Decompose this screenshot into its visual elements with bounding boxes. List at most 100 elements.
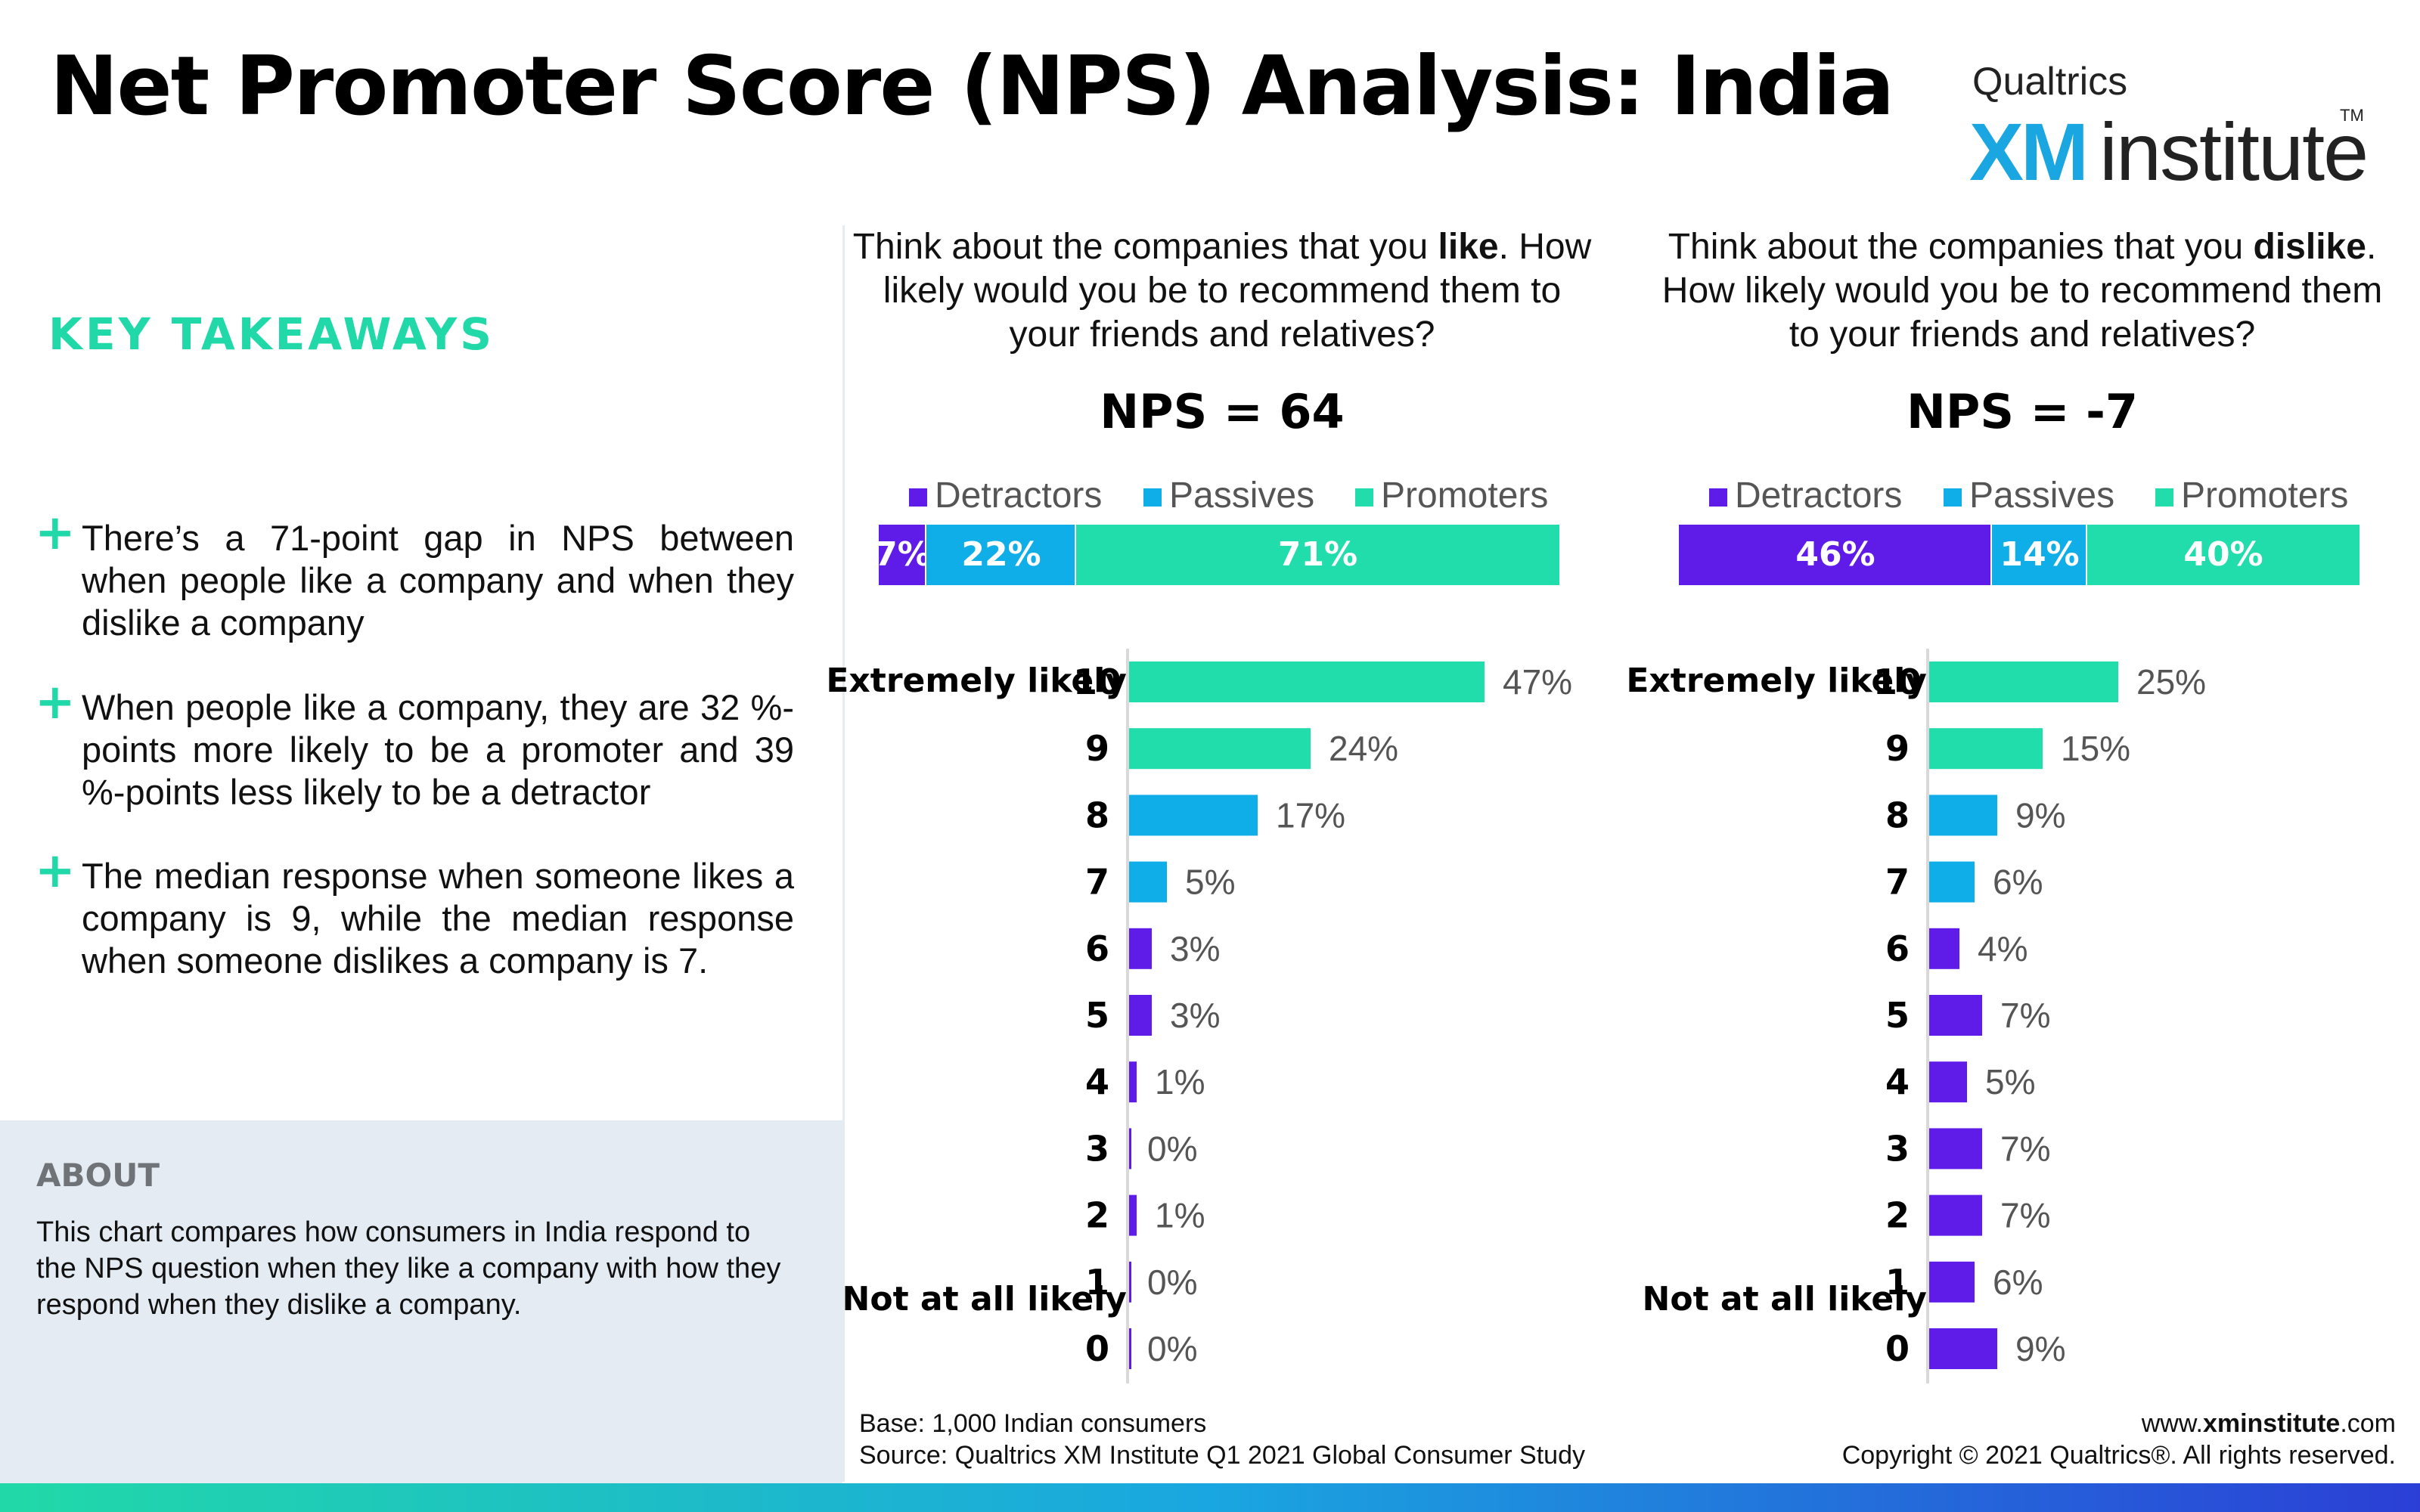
about-heading: ABOUT [36,1157,160,1194]
category-label-score-8: 8 [1085,795,1109,835]
legend-item-promoters: Promoters [1355,475,1548,516]
footer-url-post: .com [2340,1409,2396,1438]
bar-score-10 [1129,662,1485,702]
bar-score-1 [1129,1261,1131,1303]
value-label-score-0: 0% [1147,1329,1197,1368]
summary-label-passives: 14% [2000,535,2079,574]
category-label-score-3: 3 [1885,1128,1910,1169]
category-label-score-4: 4 [1885,1061,1910,1102]
category-label-score-6: 6 [1085,928,1109,969]
footer-url[interactable]: www.xminstitute.com [1842,1408,2396,1439]
value-label-score-0: 9% [2015,1329,2065,1368]
legend-item-passives: Passives [1143,475,1314,516]
summary-label-detractors: 46% [1795,535,1875,574]
bar-score-8 [1929,795,1997,836]
bar-score-9 [1929,728,2043,770]
logo-xm: XM [1969,106,2089,197]
bar-score-7 [1929,861,1975,903]
bar-score-8 [1129,795,1258,836]
category-label-score-1: 1 [1885,1262,1910,1303]
value-label-score-5: 7% [2000,996,2050,1035]
bar-score-3 [1929,1128,1982,1170]
legend-swatch [1355,488,1373,507]
question-emphasis: dislike [2253,227,2366,267]
takeaway-item: + There’s a 71-point gap in NPS between … [30,505,794,644]
summary-segment-promoters [2087,525,2360,585]
legend-label: Promoters [2181,476,2349,516]
category-label-score-3: 3 [1085,1128,1109,1169]
value-label-score-3: 7% [2000,1129,2050,1168]
category-label-score-10: 10 [1873,662,1922,702]
value-label-score-8: 9% [2015,795,2065,835]
bar-score-2 [1129,1194,1137,1236]
summary-label-promoters: 40% [2183,535,2263,574]
legend-item-passives: Passives [1944,475,2114,516]
about-text: This chart compares how consumers in Ind… [36,1216,781,1321]
scale-label-top: Extremely likely [826,662,1127,700]
bar-score-4 [1929,1061,1967,1103]
page-title: Net Promoter Score (NPS) Analysis: India [50,39,1894,134]
value-label-score-1: 6% [1993,1263,2043,1302]
legend-label: Passives [1169,476,1315,516]
category-label-score-7: 7 [1885,862,1910,903]
value-label-score-4: 5% [1985,1062,2035,1101]
bottom-gradient-bar [0,1483,2420,1512]
summary-label-promoters: 71% [1278,535,1357,574]
plus-icon: + [35,843,76,899]
bar-score-1 [1929,1261,1975,1303]
chart-like: Think about the companies that you like.… [826,0,1600,1482]
logo-institute: institute [2099,106,2369,197]
value-label-score-10: 25% [2136,662,2206,702]
chart-svg: 46% 14% 40%25%1015%99%86%74%67%55%47%37%26… [1679,525,2360,1383]
bar-score-10 [1929,662,2118,702]
footer-url-bold: xminstitute [2202,1409,2341,1438]
value-label-score-1: 0% [1147,1263,1197,1302]
chart-svg: 7% 22% 71%47%1024%917%85%73%63%51%40%31%20… [874,525,1572,1383]
summary-segment-detractors [879,525,926,585]
scale-label-top: Extremely likely [1626,662,1927,700]
bar-score-7 [1129,861,1167,903]
category-label-score-7: 7 [1085,862,1109,903]
value-label-score-5: 3% [1170,996,1220,1035]
category-label-score-8: 8 [1885,795,1910,835]
takeaway-item: + The median response when someone likes… [30,843,794,982]
legend-swatch [1944,488,1962,507]
category-label-score-9: 9 [1885,728,1910,769]
question-emphasis: like [1438,227,1499,267]
nps-score: NPS = -7 [1907,384,2138,439]
value-label-score-9: 24% [1329,729,1398,768]
takeaway-item: + When people like a company, they are 3… [30,674,794,813]
plus-icon: + [35,674,76,730]
value-label-score-6: 4% [1978,929,2028,968]
value-label-score-9: 15% [2061,729,2130,768]
xm-institute-logo: Qualtrics XM institute TM [1969,59,2369,197]
summary-label-passives: 22% [961,535,1041,574]
category-label-score-0: 0 [1885,1328,1910,1369]
chart-dislike: Think about the companies that you disli… [1626,0,2400,1482]
value-label-score-3: 0% [1147,1129,1197,1168]
bar-score-5 [1929,995,1982,1036]
bar-score-6 [1129,928,1152,969]
category-label-score-6: 6 [1885,928,1910,969]
value-label-score-2: 1% [1155,1196,1205,1235]
legend-label: Detractors [1735,476,1903,516]
legend-label: Detractors [935,476,1103,516]
about-panel [0,1120,842,1483]
chart-question: Think about the companies that you disli… [1644,225,2400,357]
question-text: Think about the companies that you [1668,227,2254,267]
takeaway-text: When people like a company, they are 32 … [82,687,794,812]
value-label-score-7: 5% [1185,863,1235,902]
value-label-score-2: 7% [2000,1196,2050,1235]
legend-label: Passives [1969,476,2115,516]
value-label-score-8: 17% [1276,795,1345,835]
value-label-score-10: 47% [1503,662,1572,702]
key-takeaways-heading: KEY TAKEAWAYS [48,308,495,360]
nps-score: NPS = 64 [1100,384,1345,439]
summary-segment-promoters [1076,525,1559,585]
legend-swatch [909,488,927,507]
question-text: . How likely would you be to recommend t… [883,227,1592,355]
footer-source: Base: 1,000 Indian consumers Source: Qua… [859,1408,1585,1471]
category-label-score-2: 2 [1085,1195,1109,1236]
category-label-score-10: 10 [1073,662,1122,702]
